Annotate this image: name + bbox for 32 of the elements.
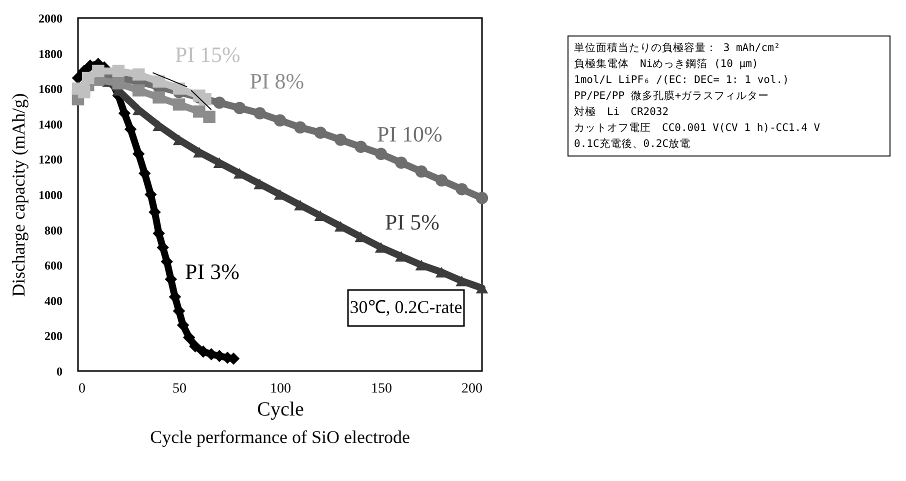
y-tick-label: 1200 [38, 152, 62, 167]
y-axis-title: Discharge capacity (mAh/g) [8, 93, 28, 297]
y-tick-label: 400 [44, 294, 62, 308]
y-tick-label: 2000 [38, 12, 62, 26]
y-tick-label: 1400 [38, 117, 62, 132]
text: 単位面積当たりの負極容量： 3 mAh/cm² [574, 41, 780, 54]
x-axis-title: Cycle [257, 398, 304, 420]
y-tick-label: 800 [44, 223, 62, 238]
text: 0.1C充電後、0.2C放電 [574, 137, 691, 150]
series-label: PI 3% [185, 259, 240, 284]
y-tick-label: 200 [44, 329, 62, 344]
text: 対極 Li CR2032 [574, 105, 669, 118]
x-tick-label: 0 [78, 382, 86, 396]
text: 負極集電体 Niめっき鋼箔 (10 μm) [574, 58, 758, 70]
y-tick-label: 1000 [38, 188, 62, 202]
series-label: PI 10% [376, 121, 442, 146]
y-tick-label: 0 [56, 364, 62, 378]
y-tick-label: 1600 [38, 82, 62, 96]
text: PP/PE/PP 微多孔膜+ガラスフィルター [574, 90, 770, 102]
series-label: PI 15% [174, 42, 240, 68]
x-tick-label: 50 [172, 382, 186, 396]
y-tick-label: 600 [44, 258, 62, 273]
x-tick-label: 100 [270, 382, 291, 396]
x-tick-label: 150 [371, 382, 392, 396]
y-tick-label: 1800 [38, 46, 62, 61]
text: カットオフ電圧 CC0.001 V(CV 1 h)-CC1.4 V [574, 122, 821, 134]
series-label: PI 8% [250, 68, 304, 94]
x-tick-label: 200 [462, 382, 482, 396]
annotation: 30℃, 0.2C-rate [350, 297, 462, 317]
text: Cycle performance of SiO electrode [150, 427, 410, 447]
series-label: PI 5% [385, 210, 440, 235]
text: 1mol/L LiPF₆ /(EC: DEC= 1: 1 vol.) [574, 74, 789, 86]
